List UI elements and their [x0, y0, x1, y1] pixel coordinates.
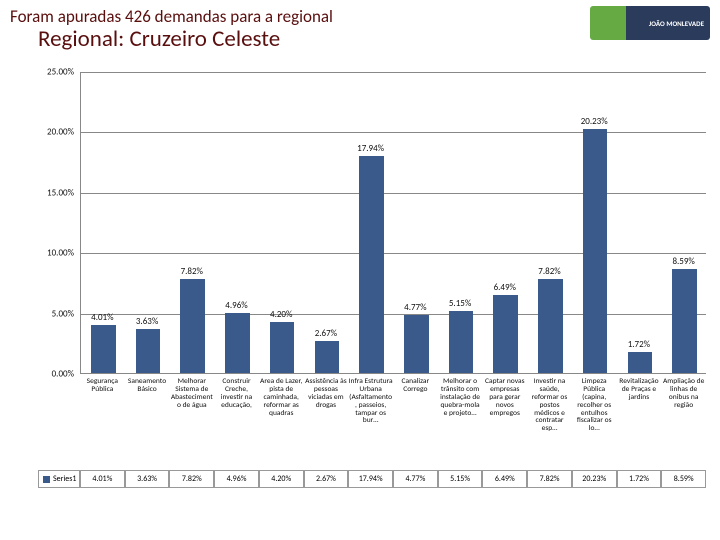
bar: [270, 322, 295, 373]
series-legend: Series1: [38, 470, 80, 488]
page-title: Foram apuradas 426 demandas para a regio…: [10, 6, 590, 27]
table-cell: 5.15%: [438, 470, 483, 488]
x-category-label: Infra Estrutura Urbana (Asfaltamento, pa…: [349, 378, 393, 425]
table-cell: 4.96%: [214, 470, 259, 488]
data-table: Series1 4.01%3.63%7.82%4.96%4.20%2.67%17…: [38, 470, 706, 488]
bar: [672, 269, 697, 373]
data-label: 2.67%: [315, 328, 337, 339]
data-label: 20.23%: [581, 116, 608, 127]
x-category-label: Segurança Pública: [80, 378, 124, 394]
table-cell: 7.82%: [527, 470, 572, 488]
x-category-label: Limpeza Pública (capina, recolher os ent…: [572, 378, 616, 433]
series-label: Series1: [53, 474, 76, 484]
table-cell: 4.77%: [393, 470, 438, 488]
data-label: 4.96%: [225, 300, 247, 311]
bar: [136, 329, 161, 373]
table-row-series: Series1 4.01%3.63%7.82%4.96%4.20%2.67%17…: [38, 470, 706, 488]
table-cell: 4.20%: [259, 470, 304, 488]
y-tick-label: 20.00%: [47, 127, 74, 138]
y-tick-label: 5.00%: [52, 308, 74, 319]
data-label: 3.63%: [136, 316, 158, 327]
table-cell: 20.23%: [572, 470, 617, 488]
table-cell: 17.94%: [348, 470, 393, 488]
bar: [91, 325, 116, 373]
x-category-label: Melhorar Sistema de Abastecimento de águ…: [170, 378, 214, 410]
titles: Foram apuradas 426 demandas para a regio…: [10, 6, 590, 53]
bar: [315, 341, 340, 373]
x-category-label: Saneamento Básico: [125, 378, 169, 394]
y-tick-label: 10.00%: [47, 248, 74, 259]
table-cell: 2.67%: [304, 470, 349, 488]
table-cell: 6.49%: [482, 470, 527, 488]
bar: [180, 279, 205, 373]
x-category-label: Revitalização de Praças e jardins: [617, 378, 661, 402]
bar: [404, 315, 429, 373]
table-cell: 4.01%: [80, 470, 125, 488]
bar: [628, 352, 653, 373]
page-subtitle: Regional: Cruzeiro Celeste: [38, 25, 590, 53]
data-label: 7.82%: [538, 266, 560, 277]
data-label: 8.59%: [672, 256, 694, 267]
table-cell: 3.63%: [125, 470, 170, 488]
bar: [583, 129, 608, 373]
data-label: 17.94%: [357, 143, 384, 154]
bar-chart: 0.00%5.00%10.00%15.00%20.00%25.00%4.01%S…: [38, 72, 706, 422]
data-label: 5.15%: [449, 298, 471, 309]
y-tick-label: 15.00%: [47, 187, 74, 198]
y-tick-label: 25.00%: [47, 67, 74, 78]
y-tick-label: 0.00%: [52, 369, 74, 380]
table-cell: 8.59%: [661, 470, 706, 488]
x-category-label: Assistência às pessoas viciadas em droga…: [304, 378, 348, 410]
data-label: 4.20%: [270, 309, 292, 320]
logo-badge: JOÃO MONLEVADE: [590, 6, 710, 40]
x-category-label: Captar novas empresas para gerar novos e…: [483, 378, 527, 417]
bar: [359, 156, 384, 373]
bar: [225, 313, 250, 373]
bar: [538, 279, 563, 373]
bar: [449, 311, 474, 373]
data-label: 1.72%: [628, 339, 650, 350]
x-category-label: Ampliação de linhas de onibus na região: [662, 378, 706, 410]
x-category-label: Construir Creche, investir na educação,: [215, 378, 259, 410]
table-cell: 7.82%: [169, 470, 214, 488]
x-category-label: Canalizar Corrego: [393, 378, 437, 394]
legend-swatch: [43, 476, 50, 483]
data-label: 6.49%: [494, 282, 516, 293]
x-category-label: Investir na saúde, reformar os postos mé…: [528, 378, 572, 433]
bar: [493, 295, 518, 373]
x-category-label: Melhorar o trânsito com instalação de qu…: [438, 378, 482, 417]
data-label: 4.01%: [91, 312, 113, 323]
data-label: 7.82%: [181, 266, 203, 277]
data-label: 4.77%: [404, 302, 426, 313]
table-cell: 1.72%: [617, 470, 662, 488]
plot-area: [80, 72, 706, 374]
header: Foram apuradas 426 demandas para a regio…: [0, 0, 720, 55]
x-category-label: Area de Lazer, pista de caminhada, refor…: [259, 378, 303, 417]
